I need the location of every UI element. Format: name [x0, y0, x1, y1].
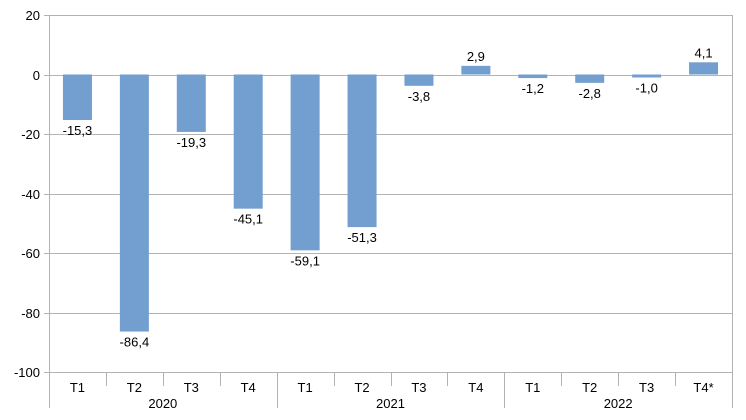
gridlines: [49, 15, 732, 373]
x-category-label: T2: [582, 380, 597, 395]
x-category-label: T1: [70, 380, 85, 395]
axes: [44, 15, 733, 408]
data-label: -15,3: [63, 123, 93, 138]
bar: [347, 74, 377, 228]
bar: [233, 74, 263, 209]
data-label: -45,1: [233, 212, 263, 227]
data-label: -1,0: [635, 80, 657, 95]
x-group-label: 2021: [376, 396, 405, 411]
bar: [575, 74, 605, 83]
data-label: -86,4: [120, 335, 150, 350]
data-label: 4,1: [695, 45, 713, 60]
x-category-label: T3: [639, 380, 654, 395]
y-tick-label: 20: [26, 8, 40, 23]
x-category-label: T4: [241, 380, 256, 395]
x-group-label: 2020: [148, 396, 177, 411]
x-category-label: T1: [298, 380, 313, 395]
data-label: -19,3: [176, 135, 206, 150]
bar: [689, 62, 719, 75]
bar: [632, 74, 662, 78]
y-tick-label: -20: [21, 127, 40, 142]
y-tick-label: -40: [21, 187, 40, 202]
y-tick-label: -100: [14, 365, 40, 380]
bar: [176, 74, 206, 132]
y-tick-label: -80: [21, 306, 40, 321]
data-label: -2,8: [579, 86, 601, 101]
data-label: -1,2: [522, 81, 544, 96]
bar: [290, 74, 320, 251]
labels: 20 0 -20 -40 -60 -80 -100 -15,3 T1 -86,4 T2 -19,3 T3…: [14, 8, 714, 411]
x-category-label: T1: [525, 380, 540, 395]
bar: [62, 74, 92, 121]
data-label: 2,9: [467, 49, 485, 64]
x-category-label: T4*: [693, 380, 713, 395]
x-group-label: 2022: [604, 396, 633, 411]
bar: [518, 74, 548, 79]
data-label: -59,1: [290, 253, 320, 268]
x-category-label: T4: [468, 380, 483, 395]
data-label: -51,3: [347, 230, 377, 245]
bars: [62, 62, 719, 332]
x-category-label: T3: [184, 380, 199, 395]
x-category-label: T3: [411, 380, 426, 395]
bar: [119, 74, 149, 332]
x-category-label: T2: [354, 380, 369, 395]
bar: [404, 74, 434, 86]
bar: [461, 65, 491, 75]
data-label: -3,8: [408, 89, 430, 104]
x-category-label: T2: [127, 380, 142, 395]
y-tick-label: -60: [21, 246, 40, 261]
y-tick-label: 0: [33, 68, 40, 83]
